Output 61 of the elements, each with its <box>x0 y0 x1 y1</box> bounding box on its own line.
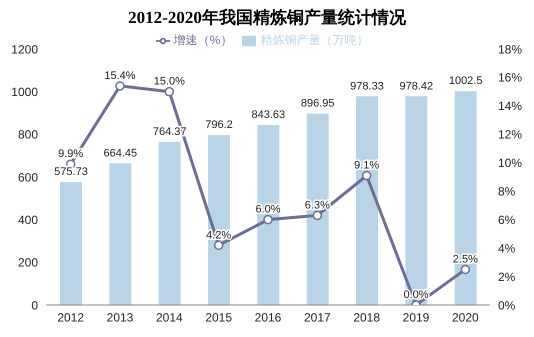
y-tick-label: 600 <box>18 170 38 184</box>
x-tick-label: 2014 <box>156 310 184 325</box>
data-label: 978.33 <box>350 80 384 92</box>
bar <box>405 96 428 305</box>
point <box>362 170 372 180</box>
y-tick-label: 1000 <box>11 84 38 99</box>
x-tick-label: 2013 <box>106 310 134 325</box>
x-tick-label: 2019 <box>402 310 430 325</box>
y2-tick-label: 12% <box>498 128 522 142</box>
x-tick-label: 2016 <box>254 310 282 325</box>
y2-tick-label: 10% <box>498 156 522 170</box>
y2-tick-label: 18% <box>498 42 522 56</box>
point <box>263 214 273 224</box>
x-tick-label: 2017 <box>304 310 332 325</box>
x-tick-label: 2020 <box>452 310 480 325</box>
point <box>164 86 174 96</box>
point <box>214 240 224 250</box>
data-label: 664.45 <box>104 147 138 160</box>
data-label: 843.63 <box>252 109 286 122</box>
x-tick-label: 2018 <box>353 310 380 325</box>
y-tick-label: 1200 <box>11 42 38 56</box>
bar <box>306 114 329 305</box>
legend-label: 精炼铜产量（万吨） <box>260 33 368 47</box>
y2-tick-label: 4% <box>498 241 516 256</box>
y-tick-label: 400 <box>18 212 38 227</box>
y-tick-label: 800 <box>18 128 38 142</box>
y2-tick-label: 0% <box>498 298 516 312</box>
data-label: 796.2 <box>205 119 233 132</box>
data-label: 575.73 <box>54 166 88 178</box>
data-label: 896.95 <box>300 98 334 110</box>
y-tick-label: 200 <box>18 256 38 270</box>
data-label: 4.2% <box>206 229 232 242</box>
bar <box>356 96 378 305</box>
point <box>312 210 322 220</box>
y2-tick-label: 2% <box>498 270 516 284</box>
chart-title: 2012-2020年我国精炼铜产量统计情况 <box>127 7 407 28</box>
bar <box>158 142 181 305</box>
data-label: 15.4% <box>104 70 136 82</box>
data-label: 0.0% <box>403 289 429 301</box>
bar <box>257 125 280 305</box>
data-label: 1002.5 <box>448 75 482 88</box>
x-tick-label: 2012 <box>57 310 84 325</box>
bar <box>109 163 132 305</box>
point <box>115 81 125 91</box>
bar <box>208 135 230 305</box>
data-label: 15.0% <box>154 76 186 88</box>
point <box>460 264 470 274</box>
data-label: 2.5% <box>452 253 478 266</box>
legend-label: 增速（%） <box>174 33 232 47</box>
y2-tick-label: 6% <box>498 212 516 227</box>
y2-tick-label: 8% <box>498 184 516 198</box>
data-label: 9.1% <box>354 160 380 172</box>
data-label: 6.0% <box>255 204 281 216</box>
data-label: 978.42 <box>400 80 434 92</box>
x-tick-label: 2015 <box>205 310 232 325</box>
bar <box>60 182 82 305</box>
y2-tick-label: 14% <box>498 99 522 114</box>
y-tick-label: 0 <box>31 298 38 312</box>
y2-tick-label: 16% <box>498 70 522 85</box>
bar <box>454 91 477 305</box>
data-label: 6.3% <box>304 199 330 212</box>
